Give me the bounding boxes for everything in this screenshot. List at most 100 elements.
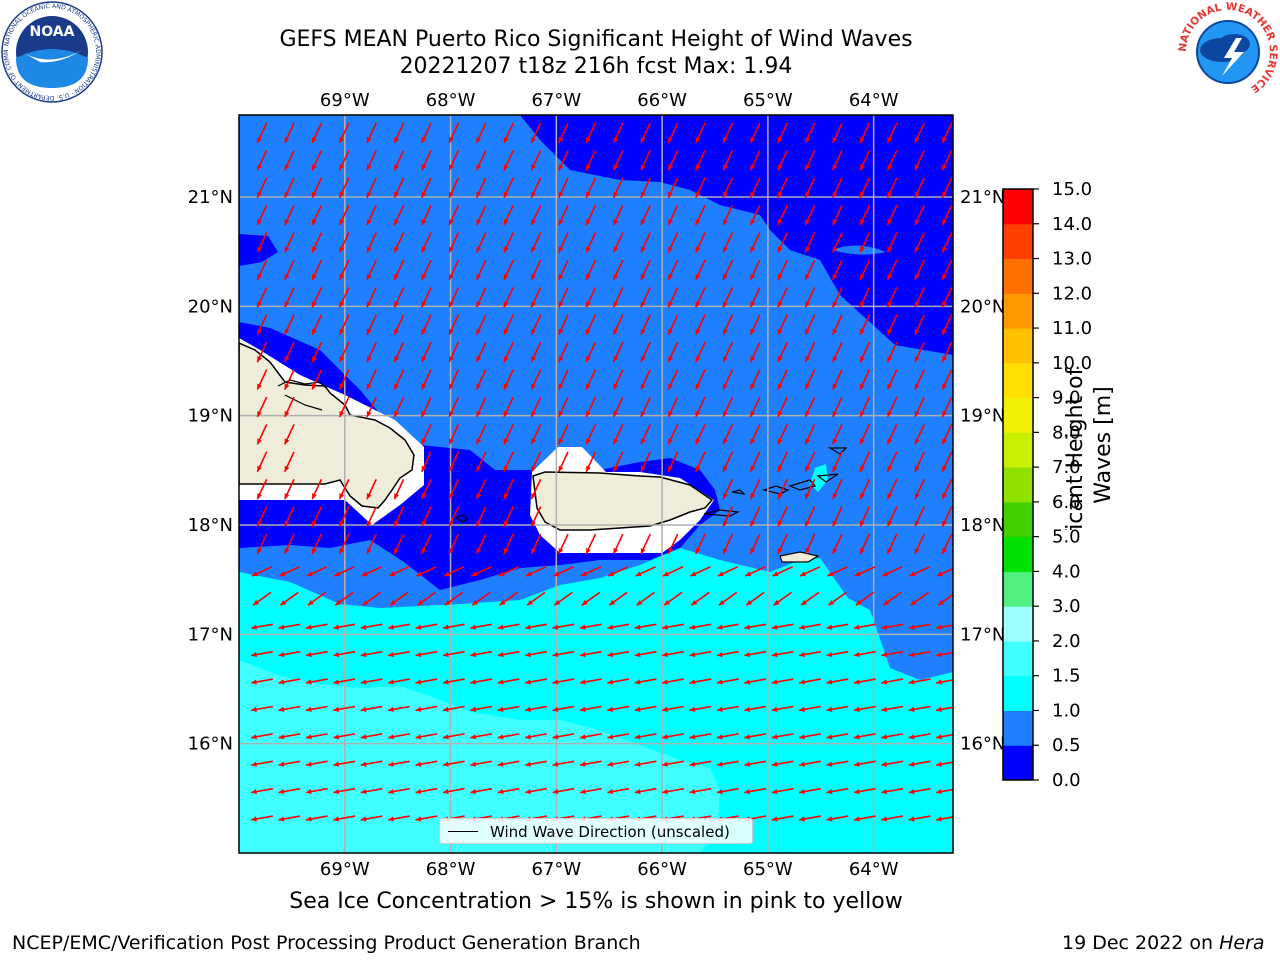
wind-wave-arrow	[667, 533, 679, 555]
wind-wave-arrow	[635, 566, 656, 577]
wind-wave-arrow	[338, 287, 350, 308]
wind-wave-arrow	[421, 341, 432, 363]
wind-wave-arrow	[503, 369, 514, 390]
wave-band-1.5-2.0	[239, 660, 720, 853]
wind-wave-arrow	[853, 760, 876, 767]
wind-wave-arrow	[607, 623, 630, 630]
wind-wave-arrow	[305, 815, 328, 822]
wind-wave-arrow	[886, 314, 898, 336]
wind-wave-arrow	[448, 396, 460, 418]
wind-wave-arrow	[388, 815, 410, 822]
wind-wave-arrow	[859, 314, 871, 336]
wind-wave-arrow	[936, 567, 953, 577]
wind-wave-arrow	[826, 705, 849, 712]
wind-wave-arrow	[558, 204, 569, 226]
wind-wave-arrow	[338, 478, 350, 500]
wind-wave-arrow	[421, 424, 432, 445]
wind-wave-arrow	[690, 591, 710, 606]
wind-wave-arrow	[634, 787, 657, 795]
wind-wave-arrow	[634, 678, 657, 685]
wind-wave-arrow	[859, 259, 871, 281]
wind-wave-arrow	[716, 787, 739, 795]
wind-wave-arrow	[503, 232, 514, 253]
wind-wave-arrow	[393, 150, 405, 171]
wind-wave-arrow	[338, 341, 350, 363]
wind-wave-arrow	[777, 396, 788, 418]
wind-wave-arrow	[284, 424, 295, 445]
wind-wave-arrow	[667, 259, 679, 281]
wind-wave-arrow	[278, 650, 301, 658]
wind-wave-arrow	[886, 204, 898, 226]
wind-wave-arrow	[338, 232, 350, 253]
wind-wave-arrow	[722, 232, 734, 253]
wind-wave-arrow	[689, 650, 712, 658]
nws-logo: NATIONAL WEATHER SERVICE	[1177, 1, 1279, 102]
colorbar-segment	[1003, 258, 1033, 294]
wind-wave-arrow	[914, 478, 925, 500]
wind-wave-arrow	[585, 259, 597, 281]
wind-wave-arrow	[256, 478, 268, 500]
wind-wave-arrow	[448, 369, 460, 390]
wind-wave-arrow	[579, 787, 602, 795]
wind-wave-arrow	[338, 259, 350, 281]
wind-wave-arrow	[859, 451, 871, 473]
wind-wave-arrow	[634, 733, 657, 740]
wind-wave-arrow	[366, 478, 377, 500]
wind-wave-arrow	[716, 760, 739, 767]
wind-wave-arrow	[366, 369, 377, 390]
wind-wave-arrow	[936, 706, 953, 712]
wind-wave-arrow	[421, 369, 432, 390]
wind-wave-arrow	[749, 122, 761, 144]
wind-wave-arrow	[421, 122, 432, 144]
wind-wave-arrow	[333, 623, 356, 630]
latitude-labels-right: 21°N 20°N 19°N 18°N 17°N 16°N	[960, 187, 1005, 755]
wind-wave-arrow	[777, 232, 788, 253]
wind-wave-arrow	[749, 533, 761, 555]
wind-wave-arrow	[777, 341, 788, 363]
wind-wave-arrow	[749, 232, 761, 253]
wind-wave-arrow	[662, 566, 684, 577]
wind-wave-arrow	[421, 506, 432, 527]
wind-wave-arrow	[910, 591, 930, 606]
wind-wave-arrow	[941, 204, 953, 226]
wind-wave-arrow	[908, 815, 931, 822]
wind-wave-arrow	[256, 287, 268, 308]
colorbar-segment	[1003, 536, 1033, 572]
wind-wave-arrow	[366, 232, 377, 253]
wind-wave-arrow	[251, 760, 273, 767]
wind-wave-arrow	[695, 287, 706, 308]
map-frame	[238, 114, 954, 854]
wind-wave-arrow	[799, 760, 821, 767]
wind-wave-arrow	[908, 787, 931, 795]
wind-wave-arrow	[558, 177, 569, 199]
wind-wave-arrow	[941, 177, 953, 199]
wind-wave-arrow	[333, 566, 355, 577]
wind-wave-arrow	[475, 506, 487, 527]
wind-wave-arrow	[667, 232, 679, 253]
wind-wave-arrow	[914, 204, 925, 226]
map-area	[239, 115, 953, 853]
wind-wave-arrow	[832, 150, 843, 171]
wind-wave-arrow	[311, 341, 323, 363]
wind-wave-arrow	[640, 204, 651, 226]
wind-wave-arrow	[777, 122, 788, 144]
wind-wave-arrow	[777, 506, 788, 527]
wind-wave-arrow	[585, 150, 597, 171]
wind-wave-arrow	[804, 533, 816, 555]
wind-wave-arrow	[553, 566, 574, 577]
wind-wave-arrow	[311, 369, 323, 390]
wind-wave-arrow	[475, 150, 487, 171]
wind-wave-arrow	[777, 451, 788, 473]
wind-wave-arrow	[503, 424, 514, 445]
wind-wave-arrow	[941, 150, 953, 171]
wind-wave-arrow	[475, 122, 487, 144]
wind-wave-arrow	[475, 369, 487, 390]
wind-wave-arrow	[826, 815, 849, 822]
latitude-label: 18°N	[960, 515, 1005, 536]
colorbar-tick-label: 12.0	[1052, 283, 1092, 304]
wind-wave-arrow	[470, 760, 493, 767]
wind-wave-arrow	[716, 678, 739, 685]
wind-wave-arrow	[634, 705, 657, 712]
wind-wave-arrow	[749, 396, 761, 418]
wind-wave-arrow	[284, 150, 295, 171]
